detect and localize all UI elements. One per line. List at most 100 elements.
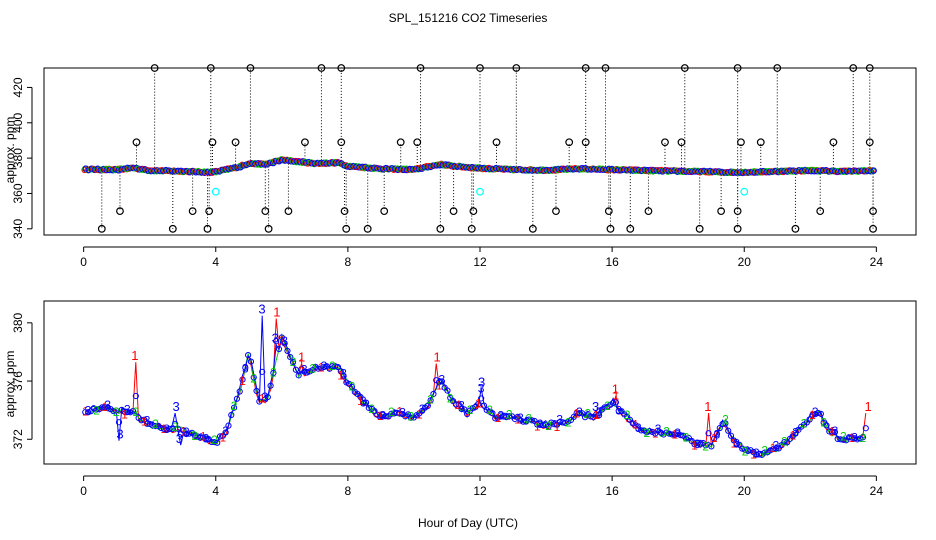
series-marker-2: 2 [113,405,120,419]
filtered-point [869,207,877,216]
data-point [253,387,260,395]
data-point [444,387,451,394]
series-marker-2: 2 [702,439,709,453]
data-point [259,368,266,375]
data-point [848,434,855,441]
filtered-point [661,138,669,147]
filtered-point [449,207,458,216]
series-marker-2: 2 [545,419,552,433]
series-marker-3: 3 [380,409,387,423]
data-point [214,439,221,446]
filtered-point [737,138,745,147]
series-marker-3: 3 [576,405,583,419]
data-point [756,451,763,458]
data-point [854,436,861,443]
series-marker-2: 2 [191,429,198,443]
top-x-tick-label: 4 [212,255,219,269]
series-marker-1: 1 [809,408,816,422]
filtered-point [380,207,389,216]
data-point [202,435,210,442]
bottom-x-tick-label: 12 [473,484,487,498]
data-point [716,424,723,432]
data-point [267,382,274,389]
data-point [388,410,395,417]
data-point [612,399,620,406]
series-marker-2: 2 [742,444,749,458]
top-x-tick-label: 16 [605,255,619,269]
series-marker-1: 1 [475,396,482,410]
data-point [859,434,867,441]
series-marker-3: 3 [321,359,328,373]
series-marker-1: 1 [770,441,777,455]
filtered-point [203,224,212,233]
bottom-y-tick-label: 376 [11,371,25,391]
series-marker-3: 3 [104,398,111,412]
filtered-point [132,138,141,147]
series-marker-2: 2 [408,409,415,423]
series-marker-3: 3 [340,366,347,380]
series-marker-2: 2 [624,408,631,422]
series-marker-1: 1 [632,418,639,432]
data-point [739,445,746,452]
series-marker-2: 2 [329,359,336,373]
data-point [225,422,232,429]
top-y-tick-label: 360 [11,183,25,203]
data-point [216,433,224,440]
series-marker-3: 3 [478,381,485,395]
filtered-point [168,224,177,233]
data-point [295,372,302,379]
data-point [744,447,751,454]
data-point [480,402,488,409]
series-marker-1: 1 [416,408,423,422]
data-point [870,167,877,174]
data-point [332,363,339,370]
series-marker-1: 1 [259,392,266,406]
spike-marker-3: 3 [116,427,123,442]
series-marker-3: 3 [163,422,170,436]
spike-marker-3: 3 [173,399,180,414]
data-point [831,428,839,436]
data-point [545,423,552,430]
data-point [334,363,342,371]
spike-marker-3: 3 [272,331,279,346]
data-point [593,411,600,418]
series-marker-1: 1 [750,447,757,461]
spike-marker-1: 1 [433,350,440,365]
data-point [337,368,344,375]
series-marker-3: 3 [419,402,426,416]
series-marker-1: 1 [161,422,168,436]
data-point [379,412,386,419]
data-point [191,432,198,439]
data-point [211,438,218,446]
data-point [809,411,816,419]
spike-marker-3: 3 [176,431,183,446]
spike-marker-3: 3 [592,399,599,414]
series-marker-1: 1 [278,334,285,348]
filtered-point [467,224,476,233]
series-marker-2: 2 [368,402,375,416]
data-point [157,424,165,432]
flag-point [211,187,220,196]
data-point [393,409,401,416]
data-point [129,408,137,415]
filtered-point [264,224,273,233]
series-marker-1: 1 [554,420,561,434]
data-point [396,410,403,417]
data-point [702,442,709,449]
data-point [281,340,288,347]
top-plot-frame [43,67,917,236]
series-marker-2: 2 [250,372,257,386]
data-point [845,434,853,441]
data-point [646,428,653,435]
series-marker-3: 3 [714,427,721,441]
bottom-y-axis-label: approx. ppm [3,351,17,418]
data-point [551,421,558,428]
series-marker-3: 3 [281,334,288,348]
filtered-point [604,207,613,216]
filtered-point [97,224,106,233]
top-x-tick-label: 0 [80,255,87,269]
data-point [245,351,252,359]
data-point [814,409,822,417]
chart-title: SPL_151216 CO2 Timeseries [389,11,548,25]
